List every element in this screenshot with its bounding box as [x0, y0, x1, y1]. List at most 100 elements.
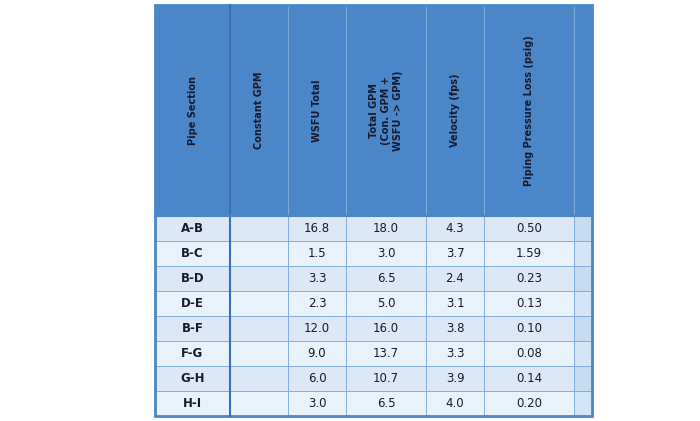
- Bar: [230, 266, 288, 291]
- Bar: [346, 266, 426, 291]
- Bar: [230, 391, 288, 416]
- Bar: [155, 5, 230, 216]
- Bar: [574, 216, 592, 241]
- Bar: [346, 291, 426, 316]
- Bar: [574, 5, 592, 216]
- Text: B-F: B-F: [181, 322, 204, 335]
- Text: 3.0: 3.0: [377, 247, 395, 260]
- Bar: [574, 366, 592, 391]
- Bar: [574, 316, 592, 341]
- Bar: [346, 216, 426, 241]
- Text: 2.3: 2.3: [308, 297, 326, 310]
- Text: 1.5: 1.5: [308, 247, 326, 260]
- Text: 16.0: 16.0: [373, 322, 399, 335]
- Text: A-B: A-B: [181, 222, 204, 235]
- Bar: [230, 366, 288, 391]
- Text: Piping Pressure Loss (psig): Piping Pressure Loss (psig): [524, 35, 534, 186]
- Text: B-C: B-C: [181, 247, 204, 260]
- Bar: [484, 241, 574, 266]
- Text: Pipe Section: Pipe Section: [188, 76, 197, 145]
- Text: 9.0: 9.0: [308, 347, 326, 360]
- Bar: [155, 266, 230, 291]
- Bar: [230, 316, 288, 341]
- Text: 5.0: 5.0: [377, 297, 395, 310]
- Bar: [230, 291, 288, 316]
- Text: 0.10: 0.10: [516, 322, 542, 335]
- Bar: [484, 341, 574, 366]
- Bar: [574, 341, 592, 366]
- Bar: [426, 241, 484, 266]
- Bar: [230, 216, 288, 241]
- Bar: [288, 366, 346, 391]
- Bar: [484, 391, 574, 416]
- Text: D-E: D-E: [181, 297, 204, 310]
- Bar: [426, 5, 484, 216]
- Bar: [288, 291, 346, 316]
- Bar: [288, 341, 346, 366]
- Text: 12.0: 12.0: [304, 322, 330, 335]
- Text: 2.4: 2.4: [446, 272, 464, 285]
- Text: 4.3: 4.3: [446, 222, 464, 235]
- Text: 0.14: 0.14: [516, 372, 542, 385]
- Bar: [155, 316, 230, 341]
- Text: 0.08: 0.08: [516, 347, 542, 360]
- Text: G-H: G-H: [181, 372, 204, 385]
- Bar: [346, 341, 426, 366]
- Bar: [155, 291, 230, 316]
- Text: F-G: F-G: [181, 347, 204, 360]
- Bar: [155, 341, 230, 366]
- Bar: [346, 366, 426, 391]
- Bar: [155, 5, 592, 416]
- Text: 3.3: 3.3: [446, 347, 464, 360]
- Bar: [484, 216, 574, 241]
- Bar: [155, 366, 230, 391]
- Text: 0.23: 0.23: [516, 272, 542, 285]
- Bar: [426, 366, 484, 391]
- Text: 3.7: 3.7: [446, 247, 464, 260]
- Bar: [484, 5, 574, 216]
- Text: 3.8: 3.8: [446, 322, 464, 335]
- Bar: [155, 241, 230, 266]
- Bar: [288, 266, 346, 291]
- Bar: [426, 266, 484, 291]
- Bar: [346, 391, 426, 416]
- Bar: [155, 391, 230, 416]
- Bar: [574, 291, 592, 316]
- Bar: [346, 5, 426, 216]
- Text: 10.7: 10.7: [373, 372, 399, 385]
- Bar: [426, 291, 484, 316]
- Bar: [230, 5, 288, 216]
- Bar: [574, 391, 592, 416]
- Text: Constant GPM: Constant GPM: [254, 72, 264, 149]
- Text: 6.0: 6.0: [308, 372, 326, 385]
- Bar: [574, 266, 592, 291]
- Bar: [484, 316, 574, 341]
- Bar: [426, 341, 484, 366]
- Text: 3.1: 3.1: [446, 297, 464, 310]
- Text: 6.5: 6.5: [377, 397, 395, 410]
- Text: B-D: B-D: [181, 272, 204, 285]
- Bar: [484, 291, 574, 316]
- Text: 4.0: 4.0: [446, 397, 464, 410]
- Text: WSFU Total: WSFU Total: [312, 79, 322, 142]
- Bar: [426, 391, 484, 416]
- Text: 16.8: 16.8: [304, 222, 330, 235]
- Text: 1.59: 1.59: [516, 247, 542, 260]
- Text: 0.13: 0.13: [516, 297, 542, 310]
- Text: 3.3: 3.3: [308, 272, 326, 285]
- Bar: [230, 341, 288, 366]
- Text: 3.9: 3.9: [446, 372, 464, 385]
- Text: 13.7: 13.7: [373, 347, 399, 360]
- Bar: [288, 316, 346, 341]
- Text: 0.50: 0.50: [516, 222, 542, 235]
- Bar: [288, 5, 346, 216]
- Bar: [484, 266, 574, 291]
- Text: 3.0: 3.0: [308, 397, 326, 410]
- Text: H-I: H-I: [183, 397, 202, 410]
- Bar: [288, 216, 346, 241]
- Bar: [346, 316, 426, 341]
- Text: 0.20: 0.20: [516, 397, 542, 410]
- Text: Total GPM
(Con. GPM +
WSFU -> GPM): Total GPM (Con. GPM + WSFU -> GPM): [370, 70, 402, 151]
- Bar: [426, 216, 484, 241]
- Bar: [288, 241, 346, 266]
